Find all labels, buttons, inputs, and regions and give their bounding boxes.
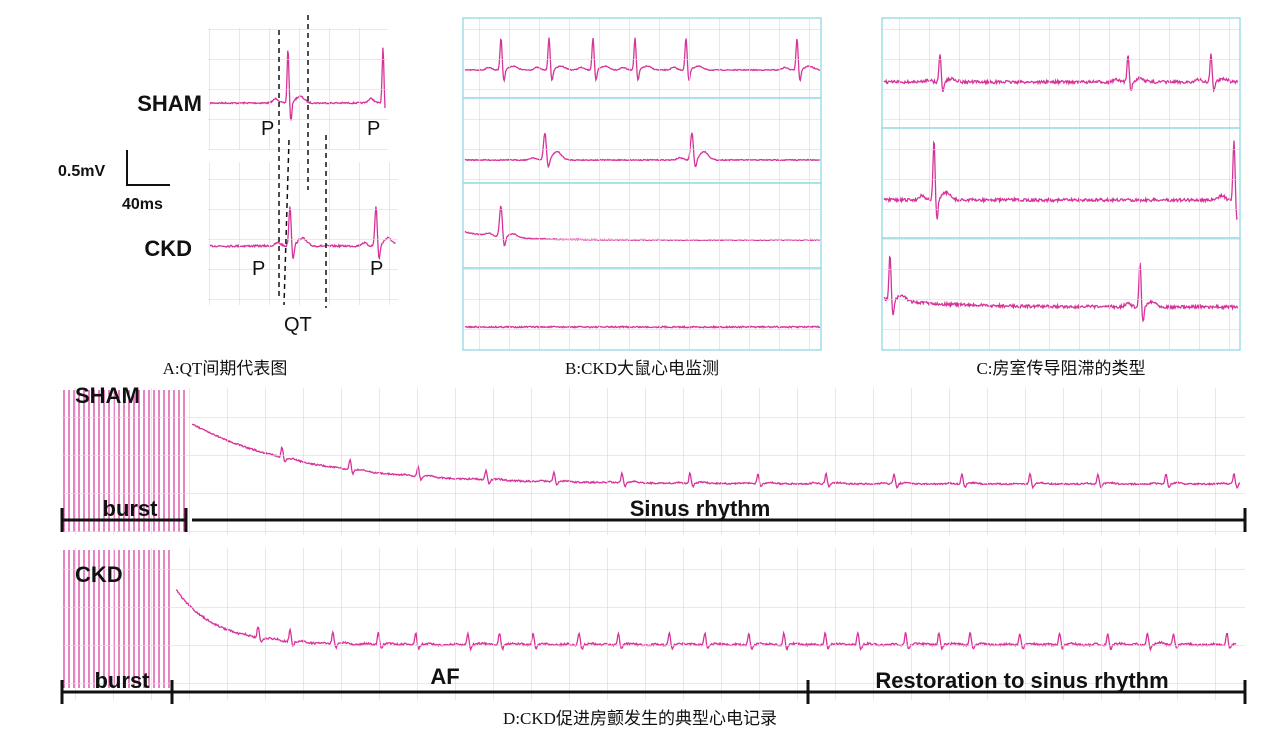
segment-label: AF [430, 664, 459, 689]
grid-b [462, 97, 822, 184]
scale-label: 40ms [122, 196, 163, 213]
segment-label: Restoration to sinus rhythm [875, 668, 1168, 693]
grid-b [462, 267, 822, 351]
grid-b [462, 17, 822, 99]
p-label: P [252, 258, 265, 280]
scale-bar [126, 150, 170, 186]
caption: B:CKD大鼠心电监测 [565, 359, 719, 378]
grid-d-sham [62, 388, 1245, 535]
segment-label: burst [95, 668, 151, 693]
caption: C:房室传导阻滞的类型 [976, 359, 1145, 378]
label: CKD [144, 236, 192, 261]
bracket [60, 508, 1247, 704]
dashed-line [283, 139, 290, 306]
caption: A:QT间期代表图 [163, 359, 288, 378]
label: CKD [75, 562, 123, 587]
scale-label: 0.5mV [58, 163, 105, 180]
label: SHAM [137, 91, 202, 116]
p-label: P [370, 258, 383, 280]
segment-label: Sinus rhythm [630, 496, 771, 521]
caption: D:CKD促进房颤发生的典型心电记录 [503, 709, 777, 728]
grid-b [462, 182, 822, 269]
grid-d-ckd [62, 548, 1245, 700]
label: SHAM [75, 383, 140, 408]
grid-c [881, 237, 1241, 351]
grid-a-sham [208, 28, 388, 150]
qt-label: QT [284, 314, 312, 336]
grid-a-ckd [208, 162, 398, 305]
segment-label: burst [103, 496, 159, 521]
grid-c [881, 127, 1241, 239]
p-label: P [261, 118, 274, 140]
p-label: P [367, 118, 380, 140]
grid-c [881, 17, 1241, 129]
